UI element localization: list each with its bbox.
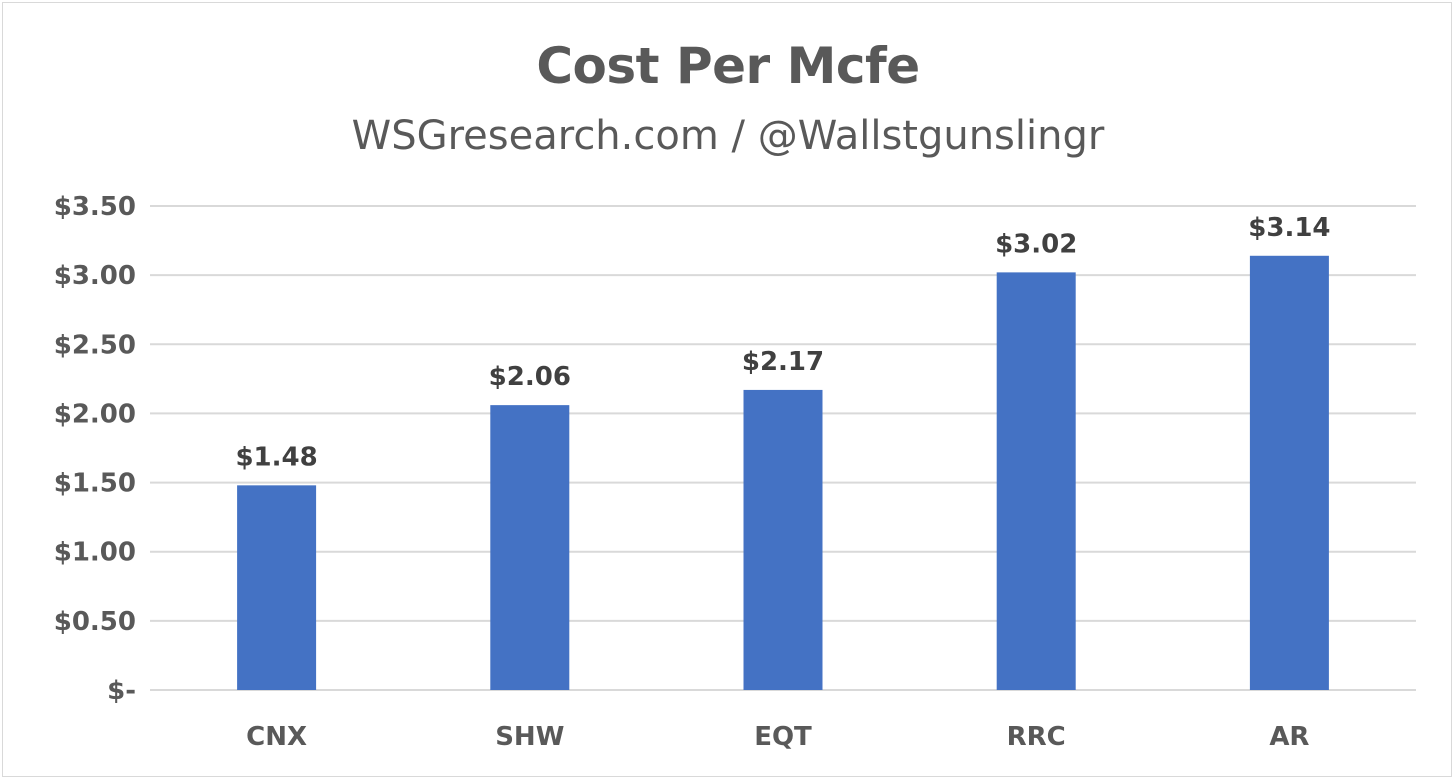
bar-rrc [996, 272, 1076, 690]
x-axis-ticks: CNX SHW EQT RRC AR [246, 722, 1309, 752]
bar-eqt [743, 389, 823, 690]
bars [237, 255, 1329, 691]
data-label: $2.17 [742, 347, 824, 377]
bar-shw [490, 405, 570, 690]
x-tick-label: EQT [754, 722, 812, 752]
chart-title: Cost Per Mcfe [536, 37, 920, 95]
y-tick-label: $2.00 [54, 399, 136, 429]
data-label: $3.02 [995, 229, 1077, 259]
data-label: $2.06 [489, 362, 571, 392]
bar-cnx [237, 485, 317, 690]
bar-ar [1249, 255, 1329, 691]
chart-subtitle: WSGresearch.com / @Wallstgunslingr [351, 113, 1105, 159]
y-tick-label: $2.50 [54, 330, 136, 360]
data-label: $3.14 [1248, 213, 1330, 243]
y-tick-label: $- [107, 676, 136, 706]
x-tick-label: CNX [246, 722, 307, 752]
data-label: $1.48 [235, 442, 317, 472]
y-tick-label: $3.50 [54, 192, 136, 222]
x-tick-label: AR [1269, 722, 1309, 752]
y-axis-ticks: $- $0.50 $1.00 $1.50 $2.00 $2.50 $3.00 $3.50 [54, 192, 136, 706]
y-tick-label: $1.50 [54, 469, 136, 499]
x-tick-label: RRC [1007, 722, 1066, 752]
y-tick-label: $0.50 [54, 607, 136, 637]
x-tick-label: SHW [495, 722, 564, 752]
y-tick-label: $1.00 [54, 538, 136, 568]
data-labels: $1.48 $2.06 $2.17 $3.02 $3.14 [235, 213, 1330, 473]
y-tick-label: $3.00 [54, 261, 136, 291]
